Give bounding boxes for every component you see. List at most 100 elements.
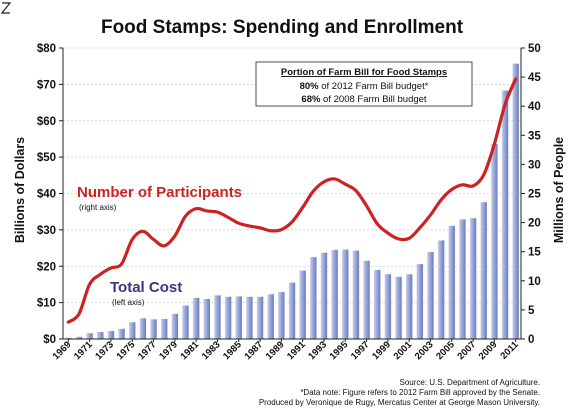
cost-bar [246,296,253,339]
cost-bar [352,250,360,339]
cost-sublabel: (left axis) [112,298,145,307]
cost-bar [129,322,136,339]
x-tick-label: 1999 [370,339,393,362]
cost-bars [65,63,519,340]
left-tick-label: $70 [37,79,56,91]
cost-bar [203,298,210,339]
left-tick-label: $80 [37,43,56,55]
cost-bar [139,318,147,339]
chart-title: Food Stamps: Spending and Enrollment [101,17,464,38]
cost-bar [299,270,306,339]
credit-text: Produced by Veronique de Rugy, Mercatus … [259,398,540,407]
cost-bar [448,225,455,339]
x-tick-label: 2009 [477,339,500,362]
cost-bar [118,328,125,339]
participants-line [66,77,518,324]
x-tick-label: 2007 [455,339,478,362]
cost-bar [374,269,381,339]
x-tick-label: 1989 [264,339,287,362]
cost-bar [278,292,285,339]
left-tick-label: $20 [37,261,56,273]
x-tick-label: 1993 [306,339,329,362]
x-tick-label: 2005 [434,339,457,362]
right-axis-label: Millions of People [552,137,566,243]
text-2008: of 2008 Farm Bill budget [320,94,427,105]
cost-bar [427,252,434,339]
left-tick-label: $30 [37,225,56,237]
data-note-text: *Data note: Figure refers to 2012 Farm B… [300,388,540,397]
right-tick-label: 5 [528,305,535,317]
cost-bar [491,144,498,339]
x-tick-label: 2003 [413,339,436,362]
right-tick-label: 30 [528,159,541,171]
x-tick-label: 1975 [115,339,138,362]
left-tick-label: $40 [37,189,56,201]
cost-bar [256,296,264,339]
annotation-line-2012: 80% of 2012 Farm Bill budget* [300,81,429,92]
cost-bar [75,336,83,339]
x-tick-label: 1971 [72,339,95,362]
cost-bar [267,294,274,339]
x-tick-label: 1995 [328,339,351,362]
x-tick-label: 1987 [242,339,265,362]
cost-bar [501,90,509,339]
x-tick-label: 1991 [285,339,308,362]
gridlines [63,47,521,340]
cost-bar [150,319,157,339]
cost-bar [192,297,200,339]
cost-bar [65,337,72,339]
pct-2008: 68% [301,94,321,105]
right-tick-label: 25 [528,189,541,201]
cost-bar [288,282,296,339]
x-tick-label: 1997 [349,339,372,362]
cost-bar [97,332,104,339]
cost-bar [395,276,402,339]
cost-bar [86,333,93,339]
corner-mark-icon [0,2,12,14]
cost-bar [224,296,232,339]
left-tick-label: $50 [37,152,56,164]
right-tick-label: 45 [528,72,541,84]
cost-bar [310,257,317,339]
right-tick-label: 10 [528,276,541,288]
pct-2012: 80% [300,81,320,92]
cost-label: Total Cost [110,279,182,296]
cost-bar [171,313,179,339]
cost-bar [469,218,477,339]
x-tick-label: 1977 [136,339,159,362]
right-tick-label: 40 [528,101,541,113]
cost-bar [363,260,370,339]
x-tick-label: 1985 [221,339,244,362]
cost-bar [107,330,115,339]
cost-bar [182,305,189,339]
right-axis-ticks: 0 5 10 15 20 25 30 35 40 45 50 [521,43,541,346]
cost-bar [331,249,338,339]
annotation-box [255,61,473,107]
cost-bar [480,202,487,339]
left-tick-label: $0 [43,334,56,346]
cost-bar [342,249,349,339]
x-tick-label: 1973 [93,339,116,362]
participants-sublabel: (right axis) [79,203,117,212]
cost-bar [459,219,466,339]
participants-label: Number of Participants [77,184,242,201]
left-axis-ticks: $0 $10 $20 $30 $40 $50 $60 $70 $80 [37,43,63,346]
cost-bar [416,264,424,339]
right-tick-label: 50 [528,43,541,55]
x-tick-label: 1981 [179,339,202,362]
source-text: Source: U.S. Department of Agriculture. [399,378,540,387]
annotation-line-2008: 68% of 2008 Farm Bill budget [301,94,427,105]
annotation-title: Portion of Farm Bill for Food Stamps [281,67,447,78]
left-axis-label: Billions of Dollars [13,137,27,243]
left-tick-label: $60 [37,116,56,128]
text-2012: of 2012 Farm Bill budget* [319,81,429,92]
right-tick-label: 35 [528,130,541,142]
x-tick-label: 1983 [200,339,223,362]
cost-bar [512,63,519,340]
cost-bar [235,296,242,339]
cost-bar [160,318,168,339]
cost-bar [384,274,392,339]
cost-bar [214,295,221,339]
cost-bar [437,240,445,339]
